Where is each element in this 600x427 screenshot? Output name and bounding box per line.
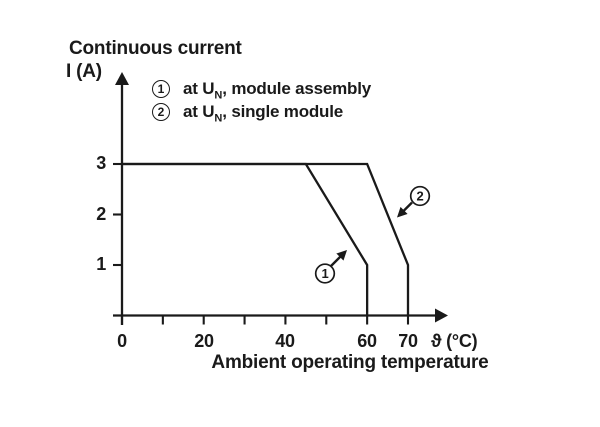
x-tick-label-0: 0 [117,331,127,351]
axis-ticks [113,162,410,325]
callout-1-circle [314,263,336,284]
curve-2 [122,162,410,316]
chart-title: Continuous current [69,38,242,59]
legend-label-1: at UN, module assembly [183,78,371,101]
curve-1 [122,162,369,316]
legend-label-2: at UN, single module [183,101,344,124]
x-tick-label-70: 70 [398,331,418,351]
y-tick-label-1: 1 [96,254,106,274]
curves [122,162,410,316]
y-axis-label: I (A) [66,61,102,82]
y-tick-label-2: 2 [96,204,106,224]
legend-marker-2-icon: 2 [152,102,170,121]
y-tick-label-3: 3 [96,153,106,173]
x-tick-label-60: 60 [357,331,377,351]
callout-2-arrow-icon [396,201,413,218]
callout-1-label: 1 [321,266,328,281]
callout-2-circle [409,185,431,207]
x-axis-caption: Ambient operating temperature [211,352,489,373]
callout-1-arrow-icon [330,249,348,267]
legend-marker-1-icon: 1 [152,79,170,98]
legend-item-1: 1 at UN, module assembly [152,78,371,101]
legend: 1 at UN, module assembly 2 at UN, single… [152,78,371,124]
callout-2-label: 2 [416,189,423,204]
x-axis-unit-label: ϑ (°C) [431,331,478,351]
legend-item-2: 2 at UN, single module [152,101,371,124]
x-tick-label-40: 40 [275,331,295,351]
x-tick-label-20: 20 [194,331,214,351]
